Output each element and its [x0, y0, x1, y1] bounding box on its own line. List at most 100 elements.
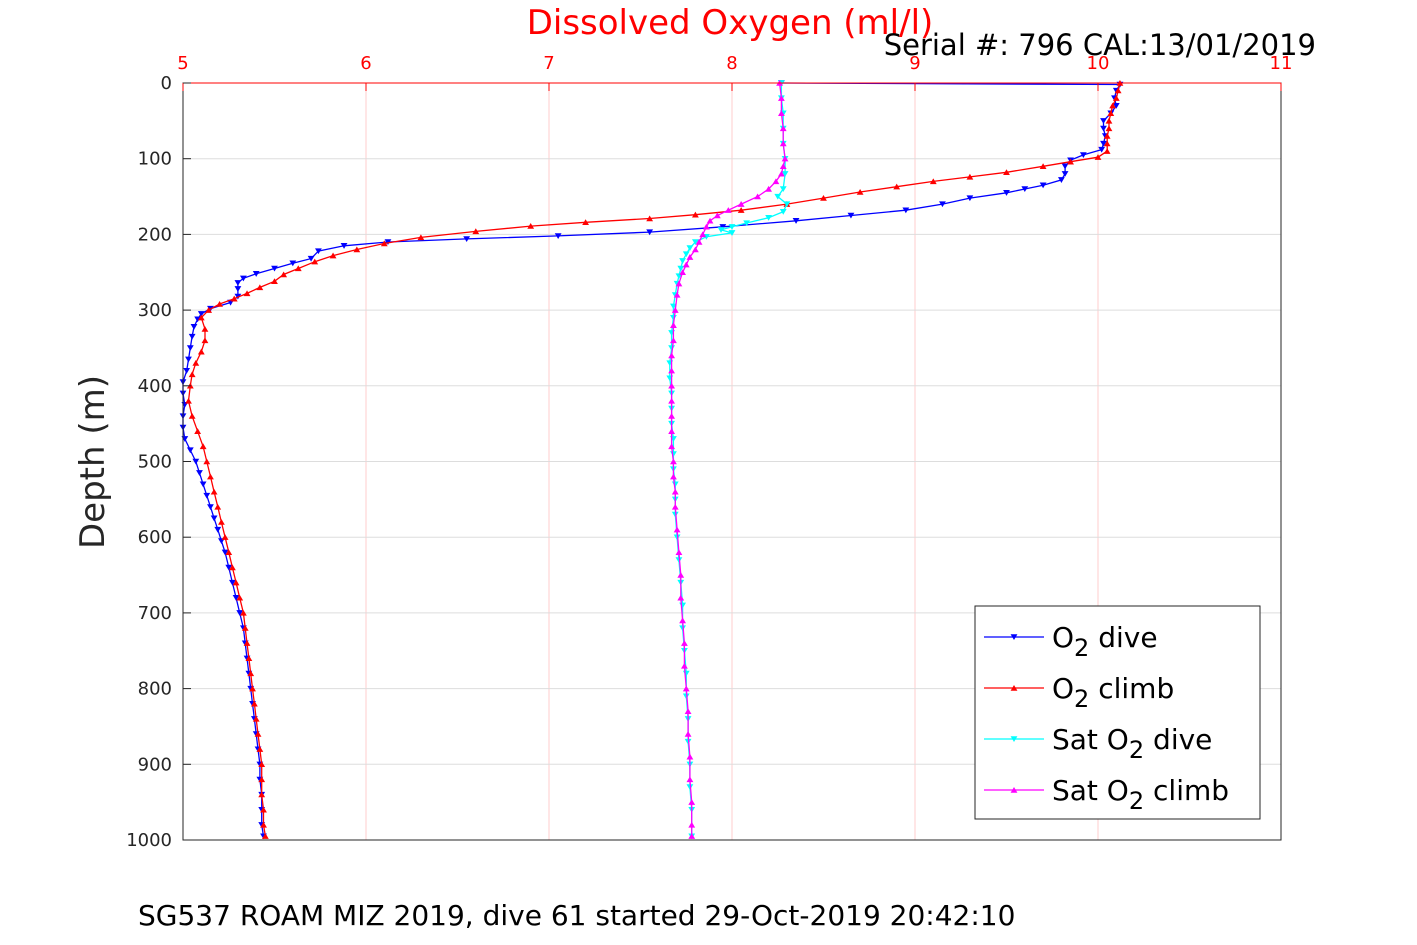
data-point	[216, 300, 223, 307]
series-line	[670, 82, 786, 837]
chart-title: Dissolved Oxygen (ml/l)	[527, 3, 934, 43]
legend-swatch-marker	[1010, 736, 1018, 743]
data-point	[1079, 152, 1087, 158]
data-point	[692, 239, 699, 246]
data-point	[679, 269, 686, 275]
data-point	[1103, 148, 1111, 154]
data-point	[280, 271, 288, 278]
data-point	[250, 700, 258, 707]
data-point	[668, 345, 676, 352]
data-point	[670, 458, 677, 465]
data-point	[670, 337, 677, 344]
data-point	[243, 290, 251, 297]
legend-swatch-marker	[1010, 786, 1018, 793]
data-point	[1112, 95, 1120, 101]
data-point	[677, 571, 685, 578]
data-point	[677, 265, 685, 272]
x-tick-label: 7	[543, 53, 554, 74]
data-point	[779, 186, 787, 193]
data-point	[781, 171, 789, 177]
data-point	[203, 458, 211, 465]
data-point	[234, 286, 242, 292]
x-tick-label: 11	[1270, 53, 1293, 74]
data-point	[670, 322, 677, 328]
data-point	[1100, 140, 1107, 147]
data-point	[706, 217, 714, 224]
data-point	[929, 178, 937, 185]
data-point	[210, 515, 218, 522]
data-point	[779, 208, 787, 215]
series-line	[187, 82, 1121, 837]
data-point	[671, 488, 679, 495]
data-point	[380, 240, 388, 247]
legend-swatch-marker	[1010, 684, 1018, 691]
data-point	[218, 519, 225, 525]
data-point	[245, 655, 253, 662]
data-point	[260, 806, 267, 813]
data-point	[185, 356, 192, 363]
data-point	[847, 212, 855, 219]
x-tick-label: 10	[1087, 53, 1110, 74]
data-point	[778, 170, 785, 177]
data-point	[902, 207, 910, 214]
data-point	[234, 280, 242, 286]
data-point	[1112, 102, 1120, 109]
y-tick-label: 900	[138, 754, 172, 775]
data-point	[713, 212, 721, 219]
y-tick-label: 300	[138, 300, 172, 321]
x-tick-label: 8	[726, 53, 737, 74]
data-point	[695, 238, 703, 245]
data-point	[686, 254, 694, 260]
x-tick-label: 6	[360, 53, 371, 74]
data-point	[677, 594, 685, 601]
data-point	[765, 215, 772, 221]
data-point	[737, 207, 745, 213]
data-point	[679, 617, 686, 624]
data-point	[1107, 110, 1115, 116]
x-axis-ticks: 5 6 7 8 9 10 11	[177, 53, 1292, 91]
y-tick-label: 700	[138, 603, 172, 624]
data-point	[686, 753, 694, 760]
data-point	[702, 223, 710, 230]
data-point	[221, 549, 229, 556]
data-point	[679, 258, 686, 264]
data-point	[1100, 125, 1107, 132]
data-point	[893, 183, 901, 190]
data-point	[214, 526, 222, 533]
data-point	[205, 307, 213, 313]
data-point	[737, 201, 745, 207]
data-point	[236, 594, 244, 601]
data-point	[527, 223, 535, 229]
data-point	[353, 246, 361, 253]
data-point	[686, 776, 694, 783]
data-point	[236, 610, 244, 616]
data-point	[186, 447, 194, 454]
legend-label: O2 dive	[1052, 621, 1158, 662]
data-point	[311, 258, 319, 265]
data-point	[241, 624, 249, 631]
y-tick-label: 600	[138, 527, 172, 548]
data-point	[221, 534, 229, 540]
legend-swatch-marker	[1010, 634, 1018, 641]
data-point	[214, 503, 222, 510]
data-point	[199, 443, 207, 450]
data-point	[717, 227, 725, 233]
data-point	[188, 371, 196, 378]
data-point	[682, 693, 690, 700]
data-point	[668, 382, 676, 389]
data-point	[646, 215, 654, 222]
data-point	[1103, 132, 1111, 139]
data-point	[670, 473, 677, 480]
data-point	[724, 207, 732, 213]
data-point	[673, 526, 681, 533]
legend: O2 dive O2 climb Sat O2 dive Sat O2 climb	[974, 605, 1261, 820]
series-line	[669, 83, 788, 837]
data-point	[225, 564, 233, 571]
data-point	[188, 333, 196, 340]
data-point	[258, 761, 266, 768]
data-point	[675, 280, 683, 287]
data-point	[229, 564, 236, 571]
data-point	[728, 230, 736, 236]
data-point	[668, 367, 676, 374]
y-axis-ticks: 0 100 200 300 400 500 600 700 800 900 1000	[126, 73, 191, 851]
